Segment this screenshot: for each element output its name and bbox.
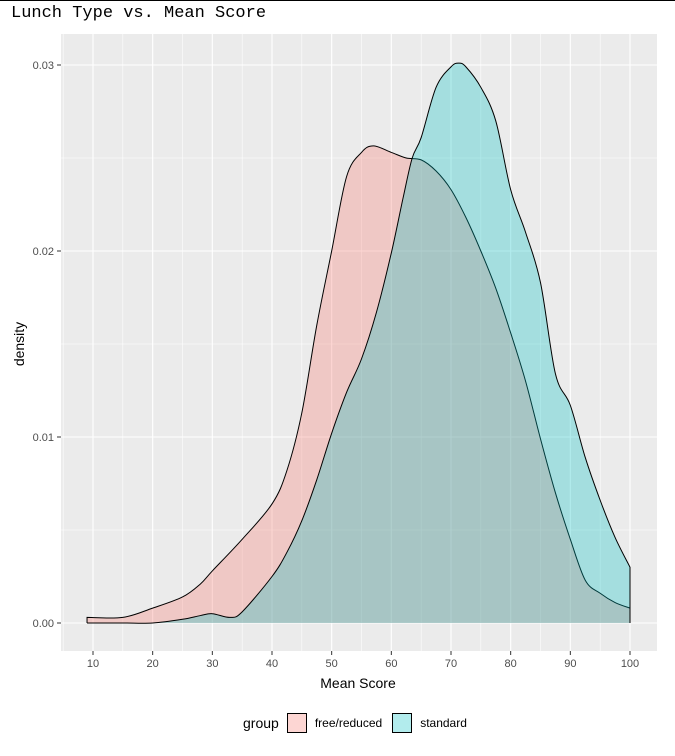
legend-title: group <box>243 715 279 731</box>
legend-label-standard: standard <box>420 716 467 730</box>
y-axis-title: density <box>11 322 27 366</box>
legend-key-standard <box>392 713 413 733</box>
density-areas <box>86 62 631 624</box>
legend-key-free-reduced <box>286 713 307 733</box>
density-line-standard <box>87 62 631 624</box>
plot-panel <box>61 34 657 651</box>
density-fill-free-reduced <box>87 145 631 623</box>
y-tick-label: 0.01 <box>33 432 54 444</box>
y-tick-label: 0.02 <box>33 246 54 258</box>
y-tick-label: 0.03 <box>33 60 54 72</box>
x-tick-label: 60 <box>385 658 397 670</box>
x-tick-label: 40 <box>266 658 278 670</box>
x-tick-label: 50 <box>326 658 338 670</box>
x-tick-label: 70 <box>445 658 457 670</box>
legend-label-free-reduced: free/reduced <box>314 716 383 730</box>
major-gridlines <box>61 34 657 651</box>
y-axis: 0.00 0.01 0.02 0.03 <box>33 60 61 630</box>
x-tick-label: 30 <box>206 658 218 670</box>
legend: group free/reduced standard <box>243 710 477 736</box>
density-line-free-reduced <box>86 145 631 623</box>
top-border <box>0 0 675 1</box>
x-tick-label: 10 <box>87 658 99 670</box>
density-fill-standard <box>87 63 631 624</box>
x-tick-label: 20 <box>147 658 159 670</box>
x-tick-label: 80 <box>505 658 517 670</box>
x-tick-label: 100 <box>621 658 639 670</box>
x-axis: 10 20 30 40 50 60 70 80 90 100 <box>87 651 639 670</box>
y-tick-label: 0.00 <box>33 618 54 630</box>
chart-title: Lunch Type vs. Mean Score <box>11 4 267 23</box>
x-tick-label: 90 <box>564 658 576 670</box>
x-axis-title: Mean Score <box>320 675 396 691</box>
